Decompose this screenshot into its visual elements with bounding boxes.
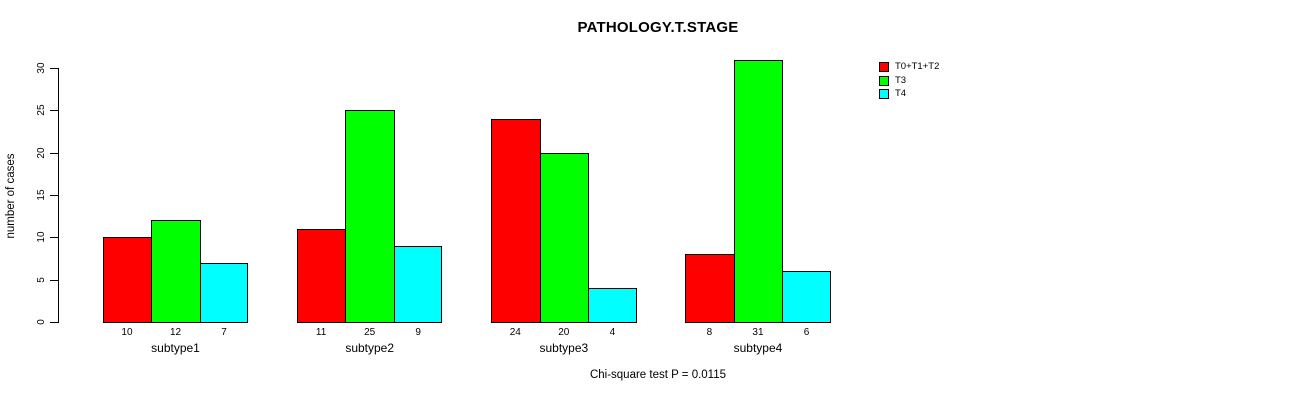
bar-value-label: 11 [315, 327, 327, 338]
bar-value-label: 31 [752, 327, 764, 338]
bar [102, 237, 153, 323]
y-tick [50, 279, 58, 281]
bar-value-label: 6 [803, 327, 810, 338]
bar-value-label: 9 [415, 327, 421, 338]
bar [588, 288, 637, 323]
category-label: subtype2 [345, 341, 395, 355]
legend-swatch [879, 89, 889, 99]
chi-square-annotation: Chi-square test P = 0.0115 [589, 369, 727, 381]
y-tick [50, 152, 58, 154]
category-label: subtype3 [539, 341, 589, 355]
y-tick-label: 25 [36, 104, 47, 116]
legend-label: T3 [895, 74, 907, 86]
category-label: subtype4 [733, 341, 783, 355]
y-tick-label: 10 [36, 231, 47, 243]
legend-swatch [879, 62, 889, 72]
legend: T0+T1+T2 T3 T4 [879, 62, 939, 103]
y-tick-label: 0 [36, 319, 47, 325]
y-tick [50, 110, 58, 112]
bar-value-label: 25 [364, 327, 376, 338]
bar [151, 220, 201, 323]
y-tick [50, 195, 58, 196]
legend-row: T4 [879, 89, 939, 99]
legend-swatch [879, 75, 889, 86]
y-tick-label: 5 [36, 276, 47, 283]
bar [393, 245, 443, 323]
bar-value-label: 20 [558, 327, 570, 338]
legend-row: T0+T1+T2 [879, 62, 939, 72]
chart-title: PATHOLOGY.T.STAGE [577, 19, 739, 36]
bar [733, 59, 784, 323]
y-tick [50, 237, 58, 239]
y-axis-label: number of cases [5, 153, 17, 239]
bar [539, 152, 590, 323]
bar-value-label: 12 [169, 327, 182, 338]
bar-value-label: 10 [121, 327, 133, 338]
y-tick-label: 15 [36, 189, 47, 201]
bar [345, 110, 395, 323]
y-axis-line [58, 68, 59, 323]
y-tick-label: 30 [36, 62, 47, 74]
bar-value-label: 7 [221, 327, 227, 338]
y-tick [50, 322, 58, 323]
y-tick [50, 68, 58, 69]
y-tick-label: 20 [36, 147, 47, 159]
bar [491, 118, 541, 323]
legend-label: T0+T1+T2 [895, 61, 940, 72]
bar [199, 262, 249, 323]
bar [782, 271, 831, 323]
bar [296, 228, 347, 323]
legend-label: T4 [895, 88, 907, 99]
bar-value-label: 24 [509, 327, 521, 338]
bar-value-label: 4 [609, 327, 616, 338]
legend-row: T3 [879, 74, 939, 86]
category-label: subtype1 [151, 341, 200, 355]
bar [685, 254, 735, 323]
bar-value-label: 8 [706, 327, 713, 338]
